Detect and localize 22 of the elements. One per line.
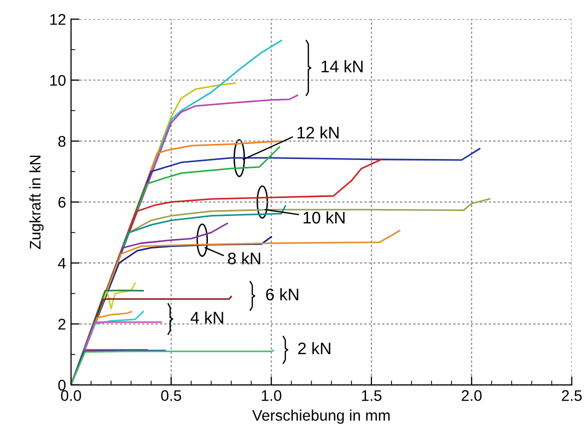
annotation: 8 kN (228, 252, 260, 264)
annotation: 12 kN (298, 126, 339, 138)
y-tick-label: 10 (50, 75, 66, 86)
y-tick-label: 8 (58, 136, 66, 147)
y-tick-label: 2 (58, 318, 66, 330)
annotation: 14 kN (322, 60, 363, 72)
y-axis-title: Zugkraft in kN (29, 156, 44, 250)
x-tick-label: 0.0 (61, 390, 82, 401)
annotation: 6 kN (266, 288, 298, 300)
x-tick-label: 0.5 (161, 390, 182, 401)
y-tick-label: 12 (50, 14, 66, 25)
annotation: 10 kN (304, 211, 345, 224)
annotation: 4 kN (190, 311, 224, 324)
annotation: 2 kN (298, 342, 330, 354)
y-tick-label: 6 (58, 196, 66, 208)
x-tick-label: 1.5 (362, 390, 382, 401)
x-tick-label: 1.0 (262, 390, 282, 401)
x-tick-label: 2.5 (562, 390, 582, 401)
x-axis-title: Verschiebung in mm (252, 410, 390, 424)
y-tick-label: 4 (58, 258, 66, 269)
y-tick-label: 0 (58, 380, 66, 391)
x-tick-label: 2.0 (462, 390, 482, 401)
